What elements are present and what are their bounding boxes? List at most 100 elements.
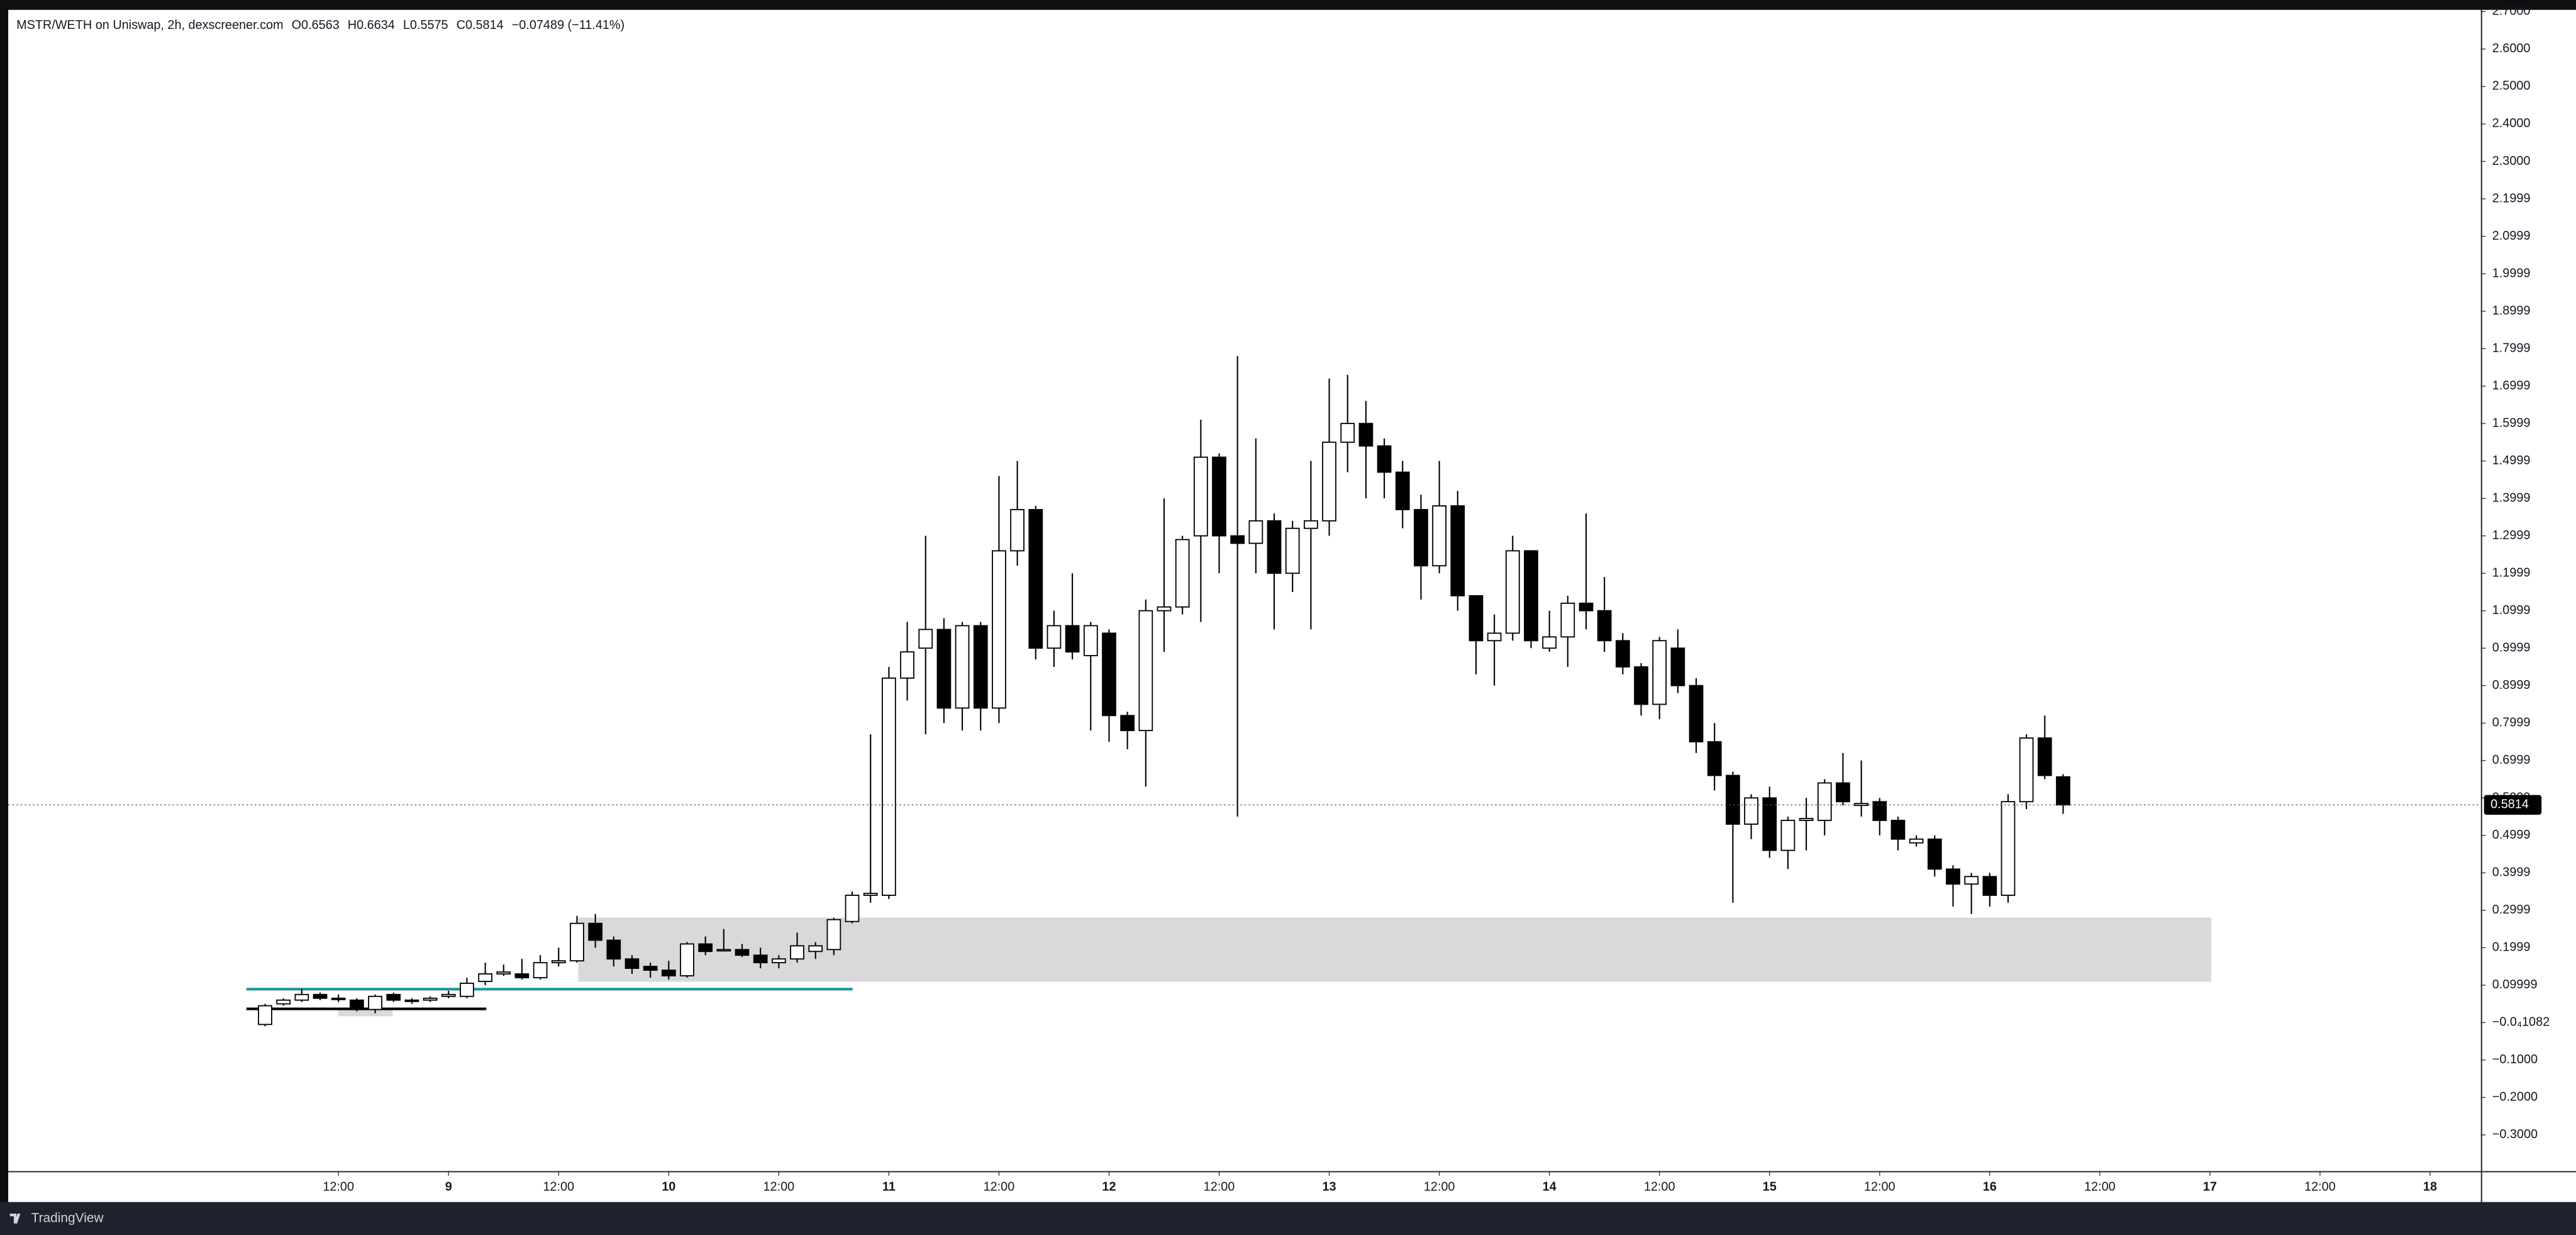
candle-body (1083, 625, 1098, 657)
candle-body (258, 1005, 272, 1025)
y-tick-label: 0.3999 (2492, 866, 2531, 880)
candle-body (349, 999, 364, 1009)
y-tick-label: 0.1999 (2492, 941, 2531, 954)
candle-body (1046, 625, 1062, 649)
x-tick-label: 13 (1323, 1180, 1336, 1193)
x-tick-label: 12:00 (1204, 1180, 1235, 1193)
candle-body (661, 970, 676, 976)
candle-body (2037, 737, 2052, 776)
last-price-label: 0.5814 (2490, 798, 2529, 812)
candle-body (423, 997, 438, 1001)
candle-body (404, 999, 419, 1002)
candle-body (1322, 441, 1336, 522)
candle-body (1817, 782, 1832, 821)
candle-body (276, 999, 291, 1005)
candle-body (1010, 509, 1024, 552)
candle-body (936, 629, 952, 709)
legend: O0.6563 H0.6634 L0.5575 C0.5814 −0.07489 (−1… (292, 18, 625, 32)
x-tick-label: 12:00 (2304, 1180, 2336, 1193)
y-tick-label: 2.0999 (2492, 229, 2531, 243)
candle-body (1799, 818, 1814, 821)
candle-body (2019, 737, 2034, 803)
chart-title: MSTR/WETH on Uniswap, 2h, dexscreener.co… (16, 18, 283, 32)
y-tick-label: 1.1999 (2492, 566, 2531, 579)
candle-body (1560, 602, 1575, 638)
logo (9, 1214, 21, 1224)
candle-body (882, 677, 896, 896)
candle-body (973, 625, 988, 709)
candle-body (1890, 820, 1906, 840)
y-tick-label: 1.9999 (2492, 266, 2531, 280)
candle-body (1304, 520, 1318, 529)
legend-value: −0.07489 (−11.41%) (512, 18, 625, 32)
candle-body (1762, 797, 1777, 851)
candle-body (1267, 520, 1282, 574)
candle-body (514, 973, 530, 978)
y-tick-label: 0.8999 (2492, 678, 2531, 692)
candle-body (790, 945, 804, 960)
y-tick-label: 0.09999 (2492, 978, 2538, 992)
candle-body (1689, 685, 1704, 742)
candle-body (1377, 445, 1392, 473)
candle-body (863, 893, 878, 896)
x-tick-label: 12 (1102, 1180, 1116, 1193)
candle-body (386, 993, 401, 1001)
y-tick-label: 2.5000 (2492, 79, 2531, 93)
candle-body (460, 982, 474, 997)
candle-body (771, 958, 786, 964)
candle-body (1414, 509, 1428, 567)
x-tick-label: 15 (1763, 1180, 1777, 1193)
candle-body (606, 939, 621, 960)
y-tick-label: 2.6000 (2492, 42, 2531, 55)
y-tick-label: −0.1000 (2492, 1053, 2538, 1066)
y-tick-label: 1.4999 (2492, 454, 2531, 467)
candle-body (570, 922, 584, 962)
legend-value: L0.5575 (403, 18, 448, 32)
candle-body (1780, 820, 1796, 851)
candle-body (992, 550, 1006, 709)
candle-body (753, 954, 768, 964)
y-tick-label: 2.1999 (2492, 191, 2531, 205)
candle-body (1468, 595, 1484, 642)
y-tick-label: −0.3000 (2492, 1127, 2538, 1141)
y-tick-label: 1.8999 (2492, 304, 2531, 318)
legend-value: O0.6563 (292, 18, 340, 32)
y-tick-label: 1.6999 (2492, 379, 2531, 393)
x-tick-label: 12:00 (2084, 1180, 2116, 1193)
candle-body (1102, 632, 1116, 717)
x-tick-label: 12:00 (1424, 1180, 1455, 1193)
y-tick-label: 2.4000 (2492, 116, 2531, 130)
candle-body (1340, 423, 1355, 443)
candle-body (1946, 868, 1960, 885)
candle-body (1744, 797, 1758, 825)
x-tick-label: 12:00 (1644, 1180, 1675, 1193)
y-tick-label: 1.2999 (2492, 528, 2531, 542)
candle-body (533, 962, 548, 978)
candle-body (368, 995, 382, 1010)
candle-body (496, 971, 511, 975)
candle-body (1487, 632, 1502, 642)
x-tick-label: 17 (2203, 1180, 2217, 1193)
candle-body (1909, 838, 1924, 844)
x-tick-label: 9 (445, 1180, 452, 1193)
candle-body (1670, 647, 1685, 686)
candle-body (1542, 636, 1557, 649)
y-tick-label: 1.5999 (2492, 416, 2531, 430)
candle-body (1212, 456, 1226, 537)
candle-body (1726, 774, 1740, 825)
chart-area (8, 9, 2576, 1202)
candle-body (1964, 876, 1979, 885)
candle-body (735, 949, 750, 956)
candle-body (2056, 776, 2070, 806)
candle-body (1065, 625, 1080, 653)
legend-value: C0.5814 (457, 18, 504, 32)
candle-body (551, 960, 566, 964)
candle-body (1707, 741, 1722, 776)
candle-body (2001, 801, 2016, 896)
candle-body (1872, 801, 1887, 821)
legend-value: H0.6634 (348, 18, 395, 32)
x-tick-label: 12:00 (763, 1180, 795, 1193)
x-tick-label: 12:00 (323, 1180, 354, 1193)
